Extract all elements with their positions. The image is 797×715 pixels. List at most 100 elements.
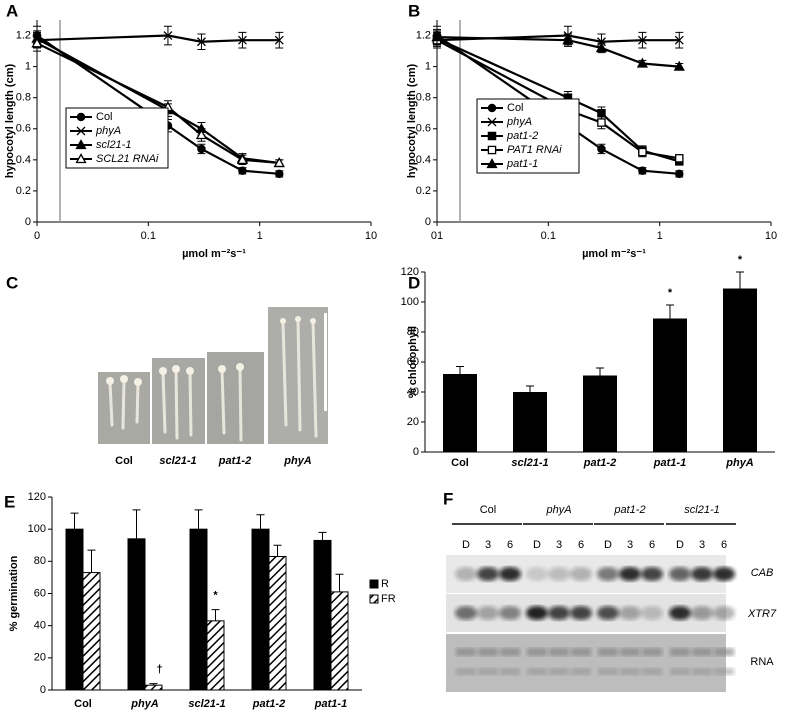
lane-label: 3 xyxy=(627,539,633,551)
error-bar xyxy=(526,385,534,392)
band xyxy=(713,567,735,581)
band xyxy=(548,567,570,581)
group-label: pat1-2 xyxy=(613,504,645,516)
rna-band xyxy=(692,648,712,656)
marker xyxy=(673,60,685,71)
rna-band xyxy=(527,668,547,675)
lane-label: 3 xyxy=(556,539,562,551)
annotation: * xyxy=(668,287,673,299)
lane-label: 3 xyxy=(699,539,705,551)
marker xyxy=(275,169,284,179)
bar xyxy=(144,684,163,691)
legend-swatch xyxy=(369,579,379,589)
band xyxy=(597,567,619,581)
x-tick-label: 1 xyxy=(657,230,663,242)
marker xyxy=(562,34,574,45)
y-tick-label: 1.2 xyxy=(16,29,31,41)
marker xyxy=(431,31,443,42)
y-tick-label: 80 xyxy=(407,326,419,338)
lane-label: D xyxy=(462,539,470,551)
photo-label: phyA xyxy=(283,455,312,467)
x-tick-label: pat1-1 xyxy=(653,457,686,469)
rna-band xyxy=(478,648,498,656)
band xyxy=(619,567,641,581)
rna-band xyxy=(478,668,498,675)
x-tick-label: pat1-2 xyxy=(252,698,285,710)
panel-letter: C xyxy=(6,273,18,292)
lane-label: D xyxy=(604,539,612,551)
band xyxy=(669,567,691,581)
band xyxy=(499,606,521,620)
rna-band xyxy=(642,648,662,656)
y-tick-label: 120 xyxy=(401,266,419,278)
row-label: RNA xyxy=(750,656,774,668)
row-label: CAB xyxy=(751,567,774,579)
y-tick-label: 1.2 xyxy=(416,29,431,41)
y-tick-label: 120 xyxy=(28,491,46,503)
y-tick-label: 80 xyxy=(34,555,46,567)
band xyxy=(455,606,477,620)
marker xyxy=(637,35,647,45)
error-bar xyxy=(318,531,327,541)
band xyxy=(477,606,499,620)
band xyxy=(526,567,548,581)
marker xyxy=(596,37,606,47)
marker xyxy=(638,147,647,157)
legend-marker xyxy=(75,153,87,164)
legend-label: R xyxy=(381,578,389,590)
marker xyxy=(238,166,247,175)
x-tick-label: Col xyxy=(451,457,469,469)
y-axis-label: % germination xyxy=(8,555,20,631)
band xyxy=(548,606,570,620)
error-bar xyxy=(149,683,158,686)
rna-band xyxy=(456,668,476,675)
y-tick-label: 100 xyxy=(401,296,419,308)
band xyxy=(619,606,641,620)
rna-band xyxy=(714,668,734,675)
lane-label: 6 xyxy=(578,539,584,551)
annotation: † xyxy=(156,663,162,675)
bar xyxy=(206,620,225,691)
legend-swatch xyxy=(369,594,379,604)
error-bar xyxy=(273,544,282,557)
marker xyxy=(197,144,206,154)
y-tick-label: 20 xyxy=(34,652,46,664)
band xyxy=(669,606,691,620)
error-bar xyxy=(194,509,203,530)
bar xyxy=(313,539,332,691)
marker xyxy=(195,129,208,140)
band xyxy=(455,567,477,581)
error-bar xyxy=(335,573,344,592)
legend-marker xyxy=(76,112,86,122)
marker xyxy=(636,57,649,68)
y-axis-label: hypocotyl length (cm) xyxy=(4,64,16,179)
y-tick-label: 0.6 xyxy=(16,123,31,135)
bar xyxy=(65,528,84,691)
x-tick-label: scl21-1 xyxy=(188,698,225,710)
marker xyxy=(273,157,285,168)
y-tick-label: 20 xyxy=(407,416,419,428)
legend-marker xyxy=(487,131,497,141)
panel-letter: D xyxy=(408,273,420,292)
error-bar xyxy=(596,367,604,376)
marker xyxy=(597,108,606,118)
photo-label: Col xyxy=(115,455,133,467)
y-tick-label: 0.2 xyxy=(416,185,431,197)
rna-band xyxy=(642,668,662,675)
legend-marker xyxy=(487,145,497,155)
rna-band xyxy=(670,668,690,675)
band xyxy=(499,567,521,581)
legend-marker xyxy=(486,158,498,169)
bar xyxy=(82,572,101,691)
y-tick-label: 60 xyxy=(407,356,419,368)
legend-marker xyxy=(487,103,497,113)
marker xyxy=(274,35,284,45)
row-label: XTR7 xyxy=(747,608,777,620)
legend-label: phyA xyxy=(506,116,532,128)
rna-band xyxy=(500,668,520,675)
error-bar xyxy=(70,512,79,530)
y-tick-label: 1 xyxy=(425,61,431,73)
y-tick-label: 100 xyxy=(28,523,46,535)
rna-band xyxy=(456,648,476,656)
x-tick-label: 0 xyxy=(34,230,40,242)
